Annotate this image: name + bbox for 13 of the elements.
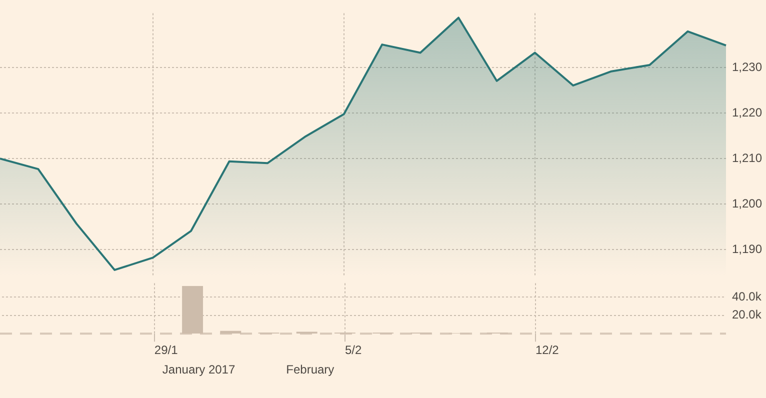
- y-tick-label: 1,200: [732, 196, 762, 210]
- x-tick-label: 12/2: [535, 343, 560, 358]
- y-tick-label: 1,190: [732, 242, 762, 256]
- x-tick-label: 29/1: [154, 343, 178, 358]
- text: February: [286, 362, 334, 376]
- y-tick-label: 1,220: [732, 106, 762, 120]
- y-tick-label: 1,210: [732, 150, 762, 165]
- y-tick-label: 20.0k: [732, 308, 762, 322]
- bar: [220, 330, 242, 334]
- y-tick-label: 1,230: [732, 60, 762, 74]
- text: January 2017: [162, 362, 236, 376]
- y-tick-label: 40.0k: [732, 289, 762, 304]
- x-tick-label: 5/2: [344, 343, 362, 358]
